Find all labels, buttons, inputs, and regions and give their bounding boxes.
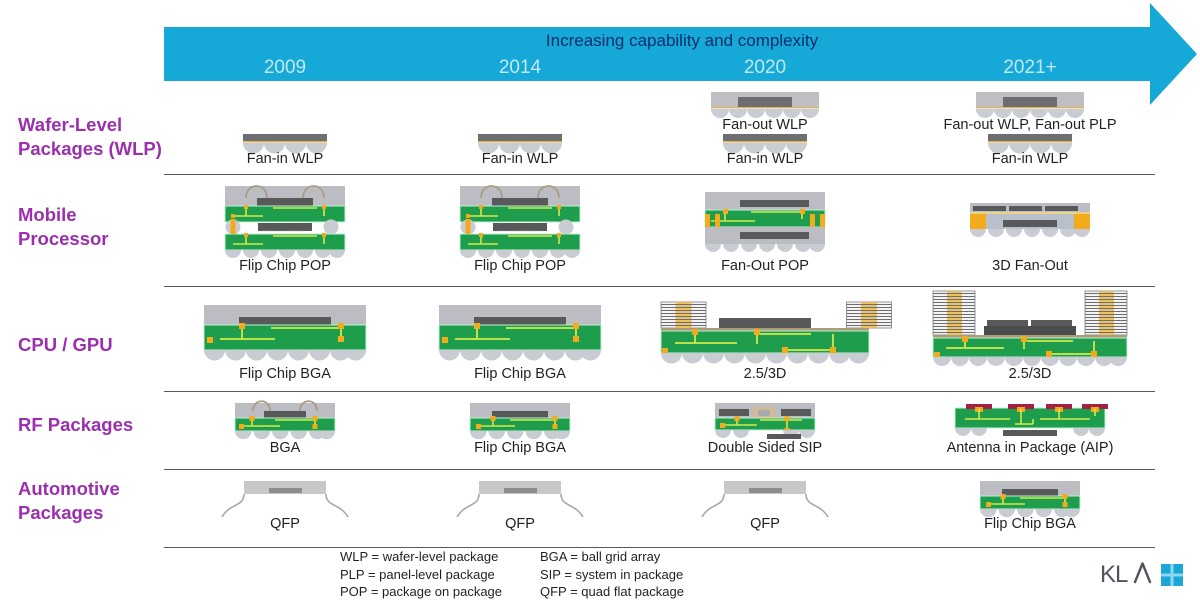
svg-text:KL: KL	[1100, 561, 1128, 588]
